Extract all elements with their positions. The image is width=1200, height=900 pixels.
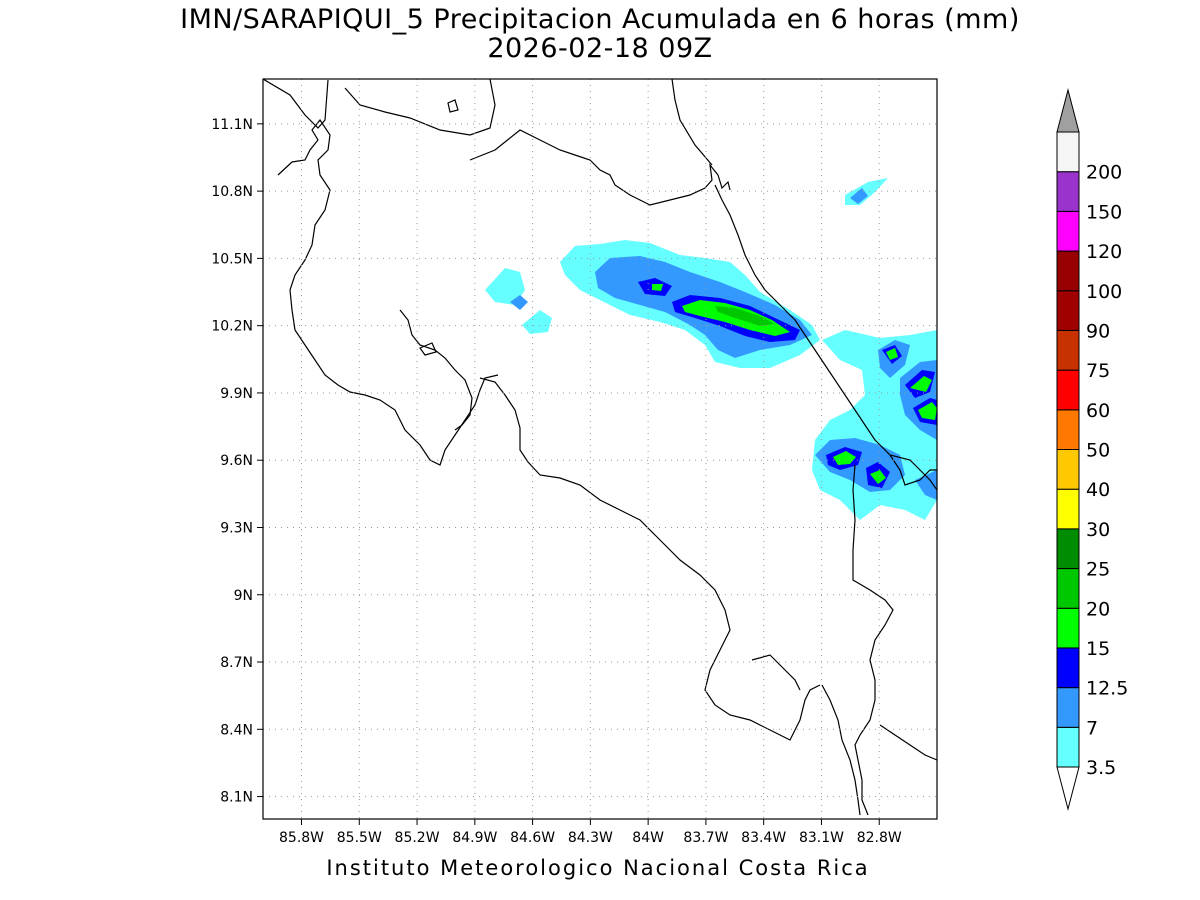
colorbar-label: 120 [1086,241,1122,263]
lat-tick-label: 8.7N [220,655,253,671]
precip-area-7 [850,188,868,204]
lat-tick-label: 8.1N [220,790,253,806]
colorbar-swatch [1056,687,1080,728]
colorbar-label: 30 [1086,519,1110,541]
lat-tick-label: 11.1N [211,117,253,133]
map-frame [262,78,938,820]
colorbar-label: 25 [1086,559,1110,581]
lon-tick-label: 84.6W [510,830,555,846]
lake-island [447,99,459,113]
colorbar-swatch [1056,528,1080,570]
colorbar-swatch [1056,607,1080,649]
panama-coast [821,684,861,816]
colorbar-label: 20 [1086,598,1110,620]
map-grid [263,79,937,819]
lat-tick-label: 10.8N [211,184,253,200]
colorbar-swatch [1056,131,1080,173]
latitude-axis: 11.1N 10.8N 10.5N 10.2N 9.9N 9.6N 9.3N 9N 8.7N 8.… [211,117,263,806]
precip-area-15 [886,348,898,360]
precip-area-15 [833,451,856,465]
panama-border [852,464,894,816]
map-title-line1: IMN/SARAPIQUI_5 Precipitacion Acumulada … [180,4,1020,35]
colorbar: 3.5 7 12.5 15 20 25 30 40 50 60 75 90 100 120 150 200 [1056,88,1128,811]
colorbar-label: 15 [1086,638,1110,660]
precip-area-15 [870,470,886,484]
colorbar-swatch [1056,210,1080,252]
precip-area-7 [915,470,937,500]
colorbar-label: 50 [1086,440,1110,462]
colorbar-label: 75 [1086,360,1110,382]
longitude-axis: 85.8W 85.5W 85.2W 84.9W 84.6W 84.3W 84W 83.7W 83… [279,819,902,846]
colorbar-swatch [1056,726,1080,768]
colorbar-swatch [1056,329,1080,371]
lon-tick-label: 84.9W [452,830,497,846]
caribbean-coast [714,184,937,491]
colorbar-swatch [1056,647,1080,689]
caribbean-extension [889,454,937,486]
colorbar-swatch [1056,409,1080,450]
precip-area-15 [652,284,663,291]
lat-tick-label: 10.2N [211,319,253,335]
lat-tick-label: 9N [234,588,253,604]
map-title-line2: 2026-02-18 09Z [487,33,713,64]
colorbar-label: 150 [1086,201,1122,223]
colorbar-label: 60 [1086,400,1110,422]
lat-tick-label: 9.6N [220,453,253,469]
lon-tick-label: 85.8W [279,830,324,846]
colorbar-swatch [1056,449,1080,490]
lat-tick-label: 9.9N [220,386,253,402]
nicaragua-coast [344,79,496,136]
nicaragua-south-border [469,129,731,206]
lon-tick-label: 83.7W [683,830,728,846]
precip-area-20 [715,306,775,326]
colorbar-swatch [1056,250,1080,292]
map-footer-credit: Instituto Meteorologico Nacional Costa R… [326,856,870,880]
colorbar-label: 7 [1086,717,1098,739]
nicoya-island [419,342,437,356]
lat-tick-label: 8.4N [220,722,253,738]
lon-tick-label: 82.8W [857,830,902,846]
lon-tick-label: 83.1W [799,830,844,846]
precip-area-15 [918,402,937,420]
precipitation-field [485,178,937,520]
colorbar-swatch [1056,171,1080,212]
colorbar-swatch [1056,568,1080,609]
colorbar-label: 3.5 [1086,757,1116,779]
colorbar-swatch [1056,488,1080,530]
nicaragua-border [263,79,329,129]
lon-tick-label: 85.5W [337,830,382,846]
colorbar-label: 200 [1086,162,1122,184]
panama-pacific [879,724,937,761]
lon-tick-label: 85.2W [395,830,440,846]
pacific-coast-north [277,118,499,466]
lat-tick-label: 10.5N [211,251,253,267]
colorbar-swatch [1056,290,1080,331]
lon-tick-label: 84W [632,830,664,846]
pacific-coast-central [479,377,821,741]
osa-peninsula [751,654,801,691]
precip-area-7 [510,295,528,310]
colorbar-under-arrow [1056,766,1080,811]
precip-area-3.5 [522,310,552,334]
precip-area-3.5 [485,268,525,305]
colorbar-swatch [1056,369,1080,411]
coastline [263,79,937,816]
lon-tick-label: 84.3W [568,830,613,846]
lon-tick-label: 83.4W [741,830,786,846]
colorbar-label: 40 [1086,479,1110,501]
colorbar-over-arrow [1056,88,1080,133]
colorbar-label: 90 [1086,320,1110,342]
lat-tick-label: 9.3N [220,520,253,536]
colorbar-label: 100 [1086,281,1122,303]
precip-area-15 [910,376,932,392]
nicoya-gulf [399,309,473,431]
nicaragua-river [671,79,713,166]
colorbar-label: 12.5 [1086,678,1128,700]
